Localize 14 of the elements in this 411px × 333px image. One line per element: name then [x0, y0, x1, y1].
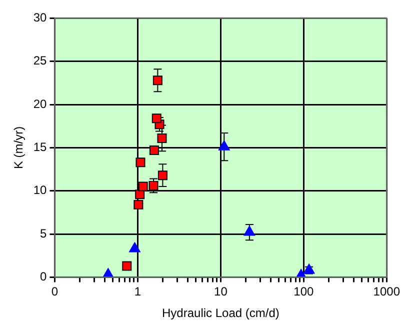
- x-tick-label: 1: [134, 284, 142, 299]
- y-tick-label: 10: [33, 183, 48, 198]
- y-tick-label: 15: [33, 140, 48, 154]
- x-tick-label: 0: [51, 284, 58, 299]
- x-tick-label: 100: [294, 284, 314, 299]
- y-tick-label: 30: [33, 10, 48, 25]
- y-tick-label: 25: [33, 54, 48, 68]
- y-tick-label: 5: [40, 226, 48, 240]
- y-tick-label: 20: [33, 96, 48, 111]
- x-axis-title: Hydraulic Load (cm/d): [162, 306, 280, 320]
- y-axis-title: K (m/yr): [12, 126, 26, 170]
- y-tick-label: 0: [40, 270, 48, 284]
- x-tick-label: 1000: [373, 284, 400, 299]
- x-tick-label: 10: [214, 284, 228, 299]
